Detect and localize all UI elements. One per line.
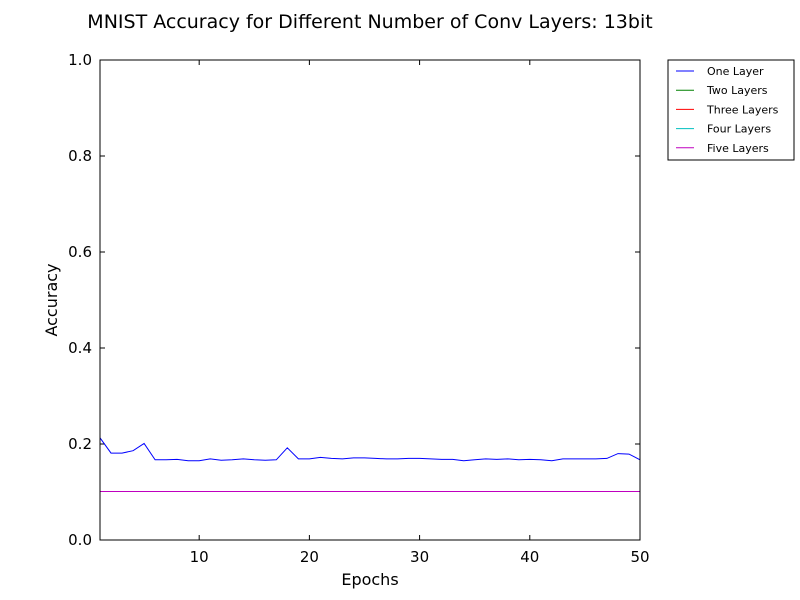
legend: One Layer Two Layers Three Layers Four Laye…	[667, 59, 795, 161]
y-tick-label: 0.6	[68, 243, 92, 261]
legend-frame	[667, 59, 795, 161]
x-tick-label: 50	[630, 548, 649, 566]
y-tick-label: 0.8	[68, 147, 92, 165]
chart-title: MNIST Accuracy for Different Number of C…	[87, 11, 652, 33]
x-tick-label: 40	[520, 548, 539, 566]
legend-label-four-layers: Four Layers	[707, 123, 771, 136]
y-tick-label: 0.4	[68, 339, 92, 357]
legend-label-two-layers: Two Layers	[706, 84, 768, 97]
legend-label-one-layer: One Layer	[707, 65, 764, 78]
y-tick-label: 1.0	[68, 51, 92, 69]
x-tick-label: 30	[410, 548, 429, 566]
x-tick-label: 10	[190, 548, 209, 566]
series-line-one-layer	[99, 437, 641, 462]
x-axis-label: Epochs	[341, 570, 398, 589]
axis-ticks: 10 20 30 40 50 0.0 0.2 0.4 0.6 0.8 1.0	[68, 51, 649, 566]
x-tick-label: 20	[300, 548, 319, 566]
legend-label-three-layers: Three Layers	[706, 103, 779, 116]
y-axis-label: Accuracy	[42, 263, 61, 336]
legend-label-five-layers: Five Layers	[707, 142, 769, 155]
y-tick-label: 0.2	[68, 435, 92, 453]
plot-lines	[99, 437, 641, 492]
y-tick-label: 0.0	[68, 531, 92, 549]
plot-frame	[99, 59, 641, 541]
